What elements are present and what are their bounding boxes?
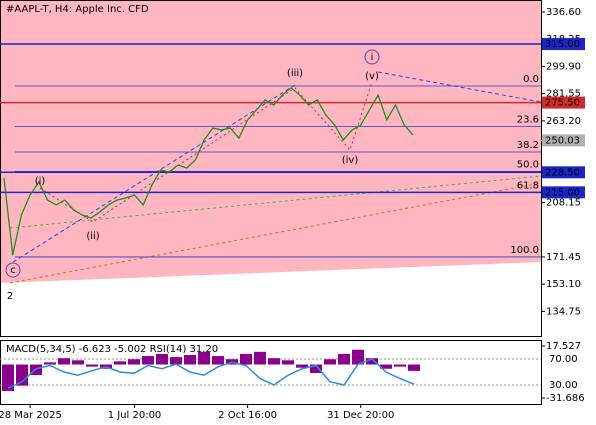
indicator-frame (0, 340, 542, 405)
level-tag (542, 134, 585, 147)
level-label: 250.03 (545, 135, 580, 146)
level-tag (542, 38, 585, 51)
fib-label: 23.6 (517, 114, 539, 125)
fib-label: 50.0 (517, 159, 539, 170)
fib-label: 100.0 (510, 245, 539, 256)
macd-bar (380, 364, 392, 369)
macd-bar (268, 358, 280, 365)
macd-bar (408, 364, 420, 371)
macd-bar (170, 357, 182, 365)
macd-bar (44, 362, 56, 365)
macd-bar (282, 360, 294, 365)
chart-title: #AAPL-T, H4: Apple Inc. CFD (6, 4, 149, 15)
y-tick-label: 208.15 (546, 197, 581, 208)
rsi-line (7, 358, 415, 389)
wave-label: (i) (35, 176, 46, 187)
y-tick-label: 263.20 (546, 116, 581, 127)
fib-label: 0.0 (523, 74, 539, 85)
level-tag (542, 186, 585, 199)
level-label: 228.50 (545, 167, 580, 178)
y2-tick-label: 70.00 (549, 354, 578, 365)
wave-label: (ii) (86, 231, 99, 242)
y-tick-label: 134.75 (546, 306, 581, 317)
macd-bar (254, 351, 266, 365)
x-tick-label: 28 Mar 2025 (0, 410, 62, 421)
macd-bar (72, 360, 84, 365)
y-tick-label: 17.527 (546, 341, 581, 352)
indicator-title: MACD(5,34,5) -6.623 -5.002 RSI(14) 31.20 (6, 344, 218, 355)
macd-bar (296, 364, 308, 368)
wave-label: (v) (365, 71, 379, 82)
macd-bar (352, 349, 364, 365)
y-tick-label: 153.10 (546, 279, 581, 290)
macd-bar (394, 364, 406, 367)
y2-tick-label: 30.00 (549, 380, 578, 391)
y-tick-label: 336.60 (546, 7, 581, 18)
trend-line (9, 182, 542, 284)
y-tick-label: 299.90 (546, 61, 581, 72)
x-tick-label: 1 Jul 20:00 (108, 410, 162, 421)
macd-bar (324, 359, 336, 365)
macd-bar (366, 358, 378, 365)
macd-bar (128, 359, 140, 365)
wave-label: (iv) (342, 155, 359, 166)
macd-bar (2, 364, 14, 391)
macd-bar (156, 353, 168, 365)
macd-bar (114, 361, 126, 365)
wave-label: 2 (7, 291, 13, 302)
macd-bar (310, 364, 322, 373)
macd-bar (212, 356, 224, 365)
macd-bar (198, 351, 210, 365)
zone (0, 0, 541, 283)
wave-label: (iii) (287, 68, 303, 79)
macd-bar (30, 364, 42, 376)
level-tag (542, 96, 585, 109)
price-line (3, 87, 414, 256)
wave-circle (5, 262, 21, 278)
y-tick-label: 281.55 (546, 89, 581, 100)
wave-label: c (10, 265, 16, 276)
x-tick-label: 31 Dec 20:00 (327, 410, 394, 421)
macd-bar (338, 353, 350, 365)
level-tag (542, 166, 585, 179)
wave-label: i (371, 52, 374, 63)
level-label: 215.00 (545, 187, 580, 198)
wave-circle (364, 49, 380, 65)
macd-bar (142, 356, 154, 365)
macd-bar (58, 358, 70, 365)
macd-bar (184, 355, 196, 365)
macd-bar (240, 353, 252, 365)
level-label: 275.50 (545, 98, 580, 109)
level-label: 315.00 (545, 39, 580, 50)
trend-line (9, 175, 542, 229)
macd-bar (16, 364, 28, 386)
macd-bar (86, 364, 98, 367)
y-tick-label: -31.686 (546, 393, 585, 404)
y-tick-label: 171.45 (546, 252, 581, 263)
x-tick-label: 2 Oct 16:00 (218, 410, 277, 421)
plot-frame (0, 0, 542, 337)
fib-label: 38.2 (517, 140, 539, 151)
fib-label: 61.8 (517, 181, 539, 192)
